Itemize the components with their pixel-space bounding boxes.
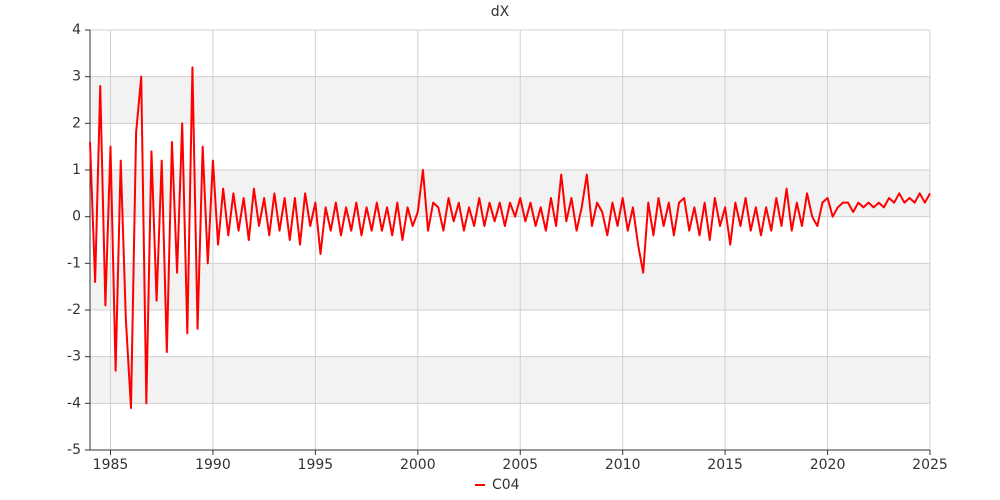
grid-band	[90, 356, 930, 404]
grid-band	[90, 76, 930, 124]
y-tick-label: 3	[72, 69, 81, 85]
y-tick-label: -1	[67, 255, 81, 271]
x-tick-label: 1985	[93, 457, 129, 473]
x-tick-label: 2000	[400, 457, 436, 473]
x-tick-label: 1990	[195, 457, 231, 473]
y-tick-label: -3	[67, 349, 81, 365]
y-tick-label: -2	[67, 302, 81, 318]
x-tick-label: 1995	[298, 457, 334, 473]
chart-title: dX	[491, 4, 510, 20]
x-tick-label: 2010	[605, 457, 641, 473]
y-tick-label: 4	[72, 22, 81, 38]
grid-band	[90, 263, 930, 310]
data-line	[89, 66, 931, 409]
x-tick-label: 2005	[502, 457, 538, 473]
y-tick-label: 1	[72, 162, 81, 178]
y-tick-label: -5	[67, 442, 81, 458]
x-tick-label: 2020	[810, 457, 846, 473]
x-tick-label: 2025	[912, 457, 948, 473]
legend-label: C04	[492, 477, 520, 493]
y-tick-label: 0	[72, 209, 81, 225]
y-tick-label: 2	[72, 115, 81, 131]
y-tick-label: -4	[67, 395, 81, 411]
x-tick-label: 2015	[707, 457, 743, 473]
